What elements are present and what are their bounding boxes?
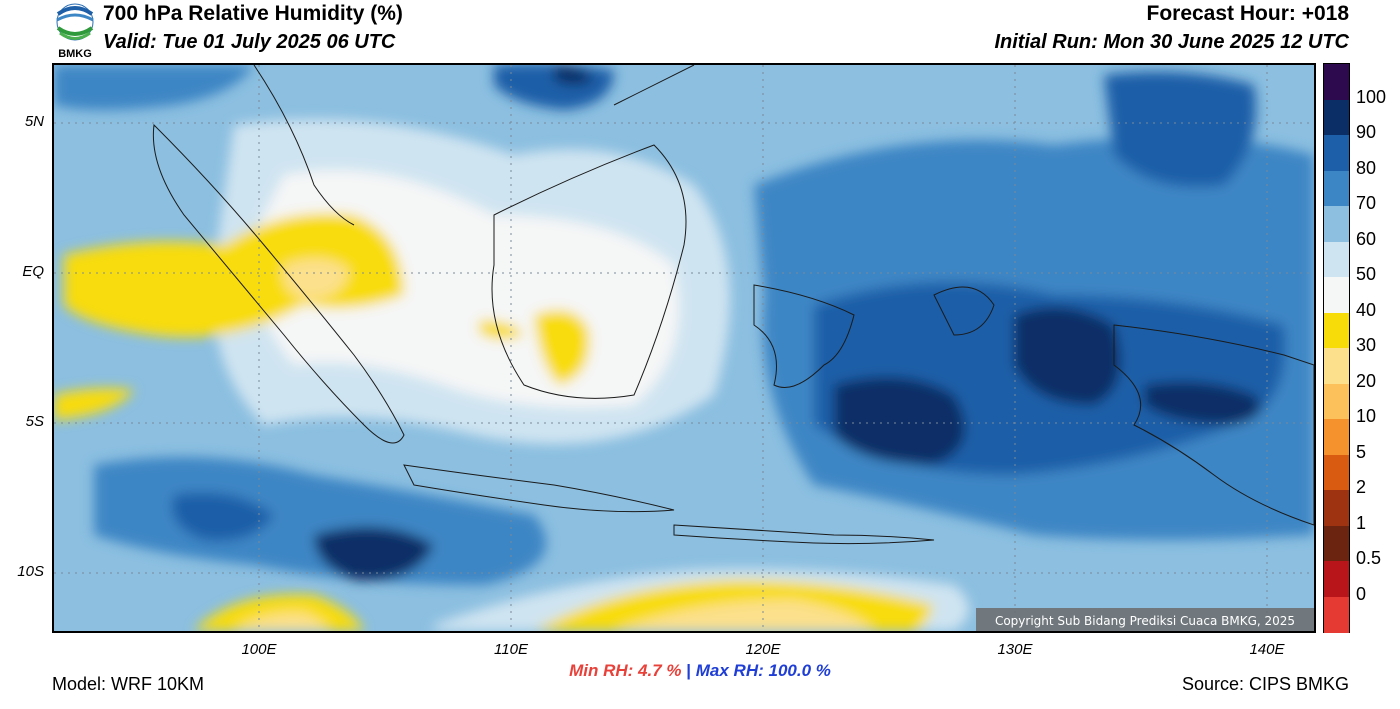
colorbar-segment xyxy=(1324,561,1349,597)
forecast-hour: Forecast Hour: +018 xyxy=(1146,2,1350,25)
colorbar-label: 70 xyxy=(1356,193,1377,213)
colorbar-segment xyxy=(1324,277,1349,313)
source-label: Source: CIPS BMKG xyxy=(1181,674,1349,694)
coastlines xyxy=(152,65,1314,545)
colorbar-segment xyxy=(1324,419,1349,455)
colorbar-label: 20 xyxy=(1356,370,1377,391)
colorbar-label: 5 xyxy=(1356,441,1367,462)
humidity-map-canvas: Copyright Sub Bidang Prediksi Cuaca BMKG… xyxy=(54,65,1314,631)
colorbar-label: 80 xyxy=(1356,157,1377,178)
copyright-text: Copyright Sub Bidang Prediksi Cuaca BMKG… xyxy=(995,614,1295,628)
rh-stats: Min RH: 4.7 % | Max RH: 100.0 % xyxy=(0,661,1400,681)
max-rh-value: 100.0 % xyxy=(768,661,831,680)
stats-separator: | xyxy=(686,661,692,680)
max-rh-label: Max RH: xyxy=(695,661,764,680)
valid-time: Valid: Tue 01 July 2025 06 UTC xyxy=(103,31,396,53)
colorbar-segment xyxy=(1324,170,1349,207)
colorbar xyxy=(1323,63,1350,633)
lon-label-120e: 120E xyxy=(745,641,781,658)
colorbar-segment xyxy=(1324,99,1349,136)
lon-label-140e: 140E xyxy=(1249,641,1285,658)
colorbar-label: 2 xyxy=(1356,477,1367,497)
colorbar-label: 50 xyxy=(1356,264,1377,284)
min-rh-value: 4.7 % xyxy=(638,661,682,680)
colorbar-label: 60 xyxy=(1356,228,1377,249)
colorbar-label: 30 xyxy=(1356,335,1377,355)
colorbar-segment xyxy=(1324,348,1349,384)
colorbar-label: 1 xyxy=(1356,512,1367,533)
colorbar-label: 0 xyxy=(1356,583,1367,604)
colorbar-segment xyxy=(1324,490,1349,526)
min-rh-label: Min RH: xyxy=(569,661,634,680)
colorbar-segment xyxy=(1324,206,1349,242)
colorbar-segment xyxy=(1324,64,1349,100)
colorbar-label: 100 xyxy=(1356,86,1387,107)
gridlines xyxy=(54,65,1314,631)
lat-label-10s: 10S xyxy=(17,563,44,580)
colorbar-segment xyxy=(1324,312,1349,349)
humidity-map: Copyright Sub Bidang Prediksi Cuaca BMKG… xyxy=(52,63,1316,633)
map-title: 700 hPa Relative Humidity (%) xyxy=(103,2,403,25)
colorbar-label: 40 xyxy=(1356,299,1377,320)
lat-label-5n: 5N xyxy=(24,113,44,130)
lon-label-130e: 130E xyxy=(997,641,1033,658)
logo-text: BMKG xyxy=(58,48,92,60)
colorbar-label: 90 xyxy=(1356,122,1377,142)
lon-label-110e: 110E xyxy=(494,641,528,658)
colorbar-segment xyxy=(1324,135,1349,171)
lat-label-5s: 5S xyxy=(25,413,44,430)
colorbar-segment xyxy=(1324,596,1349,633)
colorbar-label: 10 xyxy=(1356,406,1377,426)
colorbar-segment xyxy=(1324,525,1349,562)
colorbar-segment xyxy=(1324,454,1349,491)
model-label: Model: WRF 10KM xyxy=(52,674,205,694)
lon-label-100e: 100E xyxy=(241,641,277,658)
initial-run: Initial Run: Mon 30 June 2025 12 UTC xyxy=(994,31,1349,53)
bmkg-logo: BMKG xyxy=(52,0,98,60)
colorbar-label: 0.5 xyxy=(1356,548,1382,568)
colorbar-segment xyxy=(1324,383,1349,420)
colorbar-segment xyxy=(1324,241,1349,278)
lat-label-eq: EQ xyxy=(22,263,44,280)
